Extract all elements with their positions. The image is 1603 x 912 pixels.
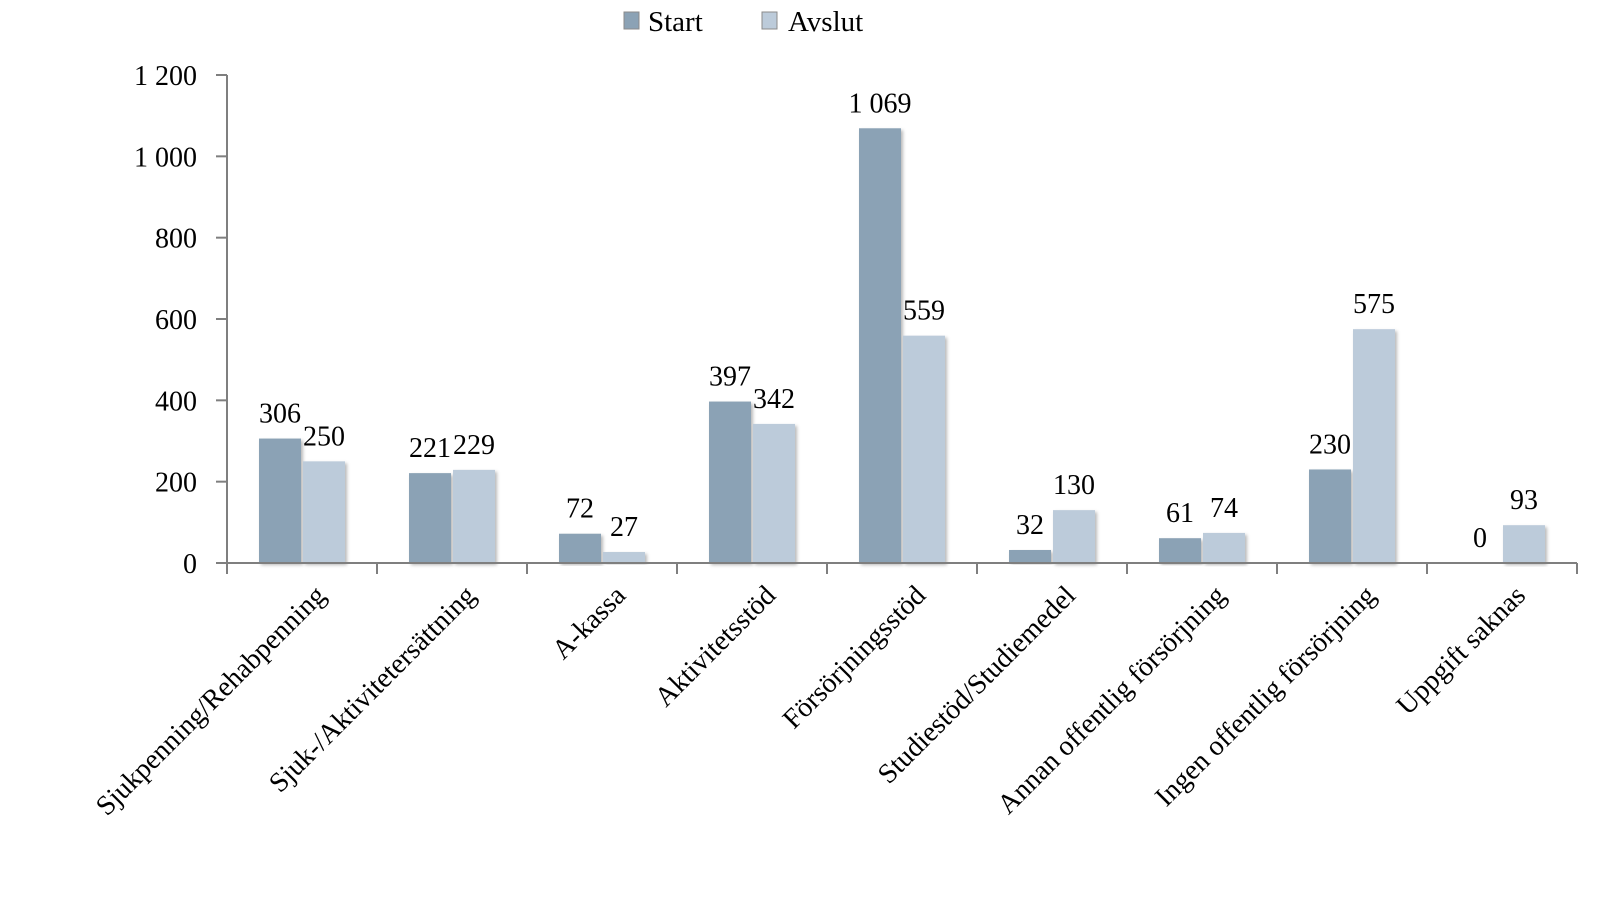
data-label-start: 397 <box>709 362 751 393</box>
data-label-avslut: 74 <box>1210 493 1238 524</box>
bar-start <box>859 128 901 564</box>
y-tick-label: 1 200 <box>134 61 197 92</box>
bar-start <box>559 533 601 563</box>
data-label-start: 72 <box>566 494 594 525</box>
x-category-label: Försörjningsstöd <box>777 580 932 735</box>
data-label-start: 0 <box>1473 523 1487 554</box>
y-tick-label: 200 <box>155 468 197 499</box>
legend-label-start: Start <box>648 6 703 38</box>
x-category-label: Aktivitetsstöd <box>649 580 782 713</box>
bar-avslut <box>753 423 795 563</box>
data-label-start: 306 <box>259 399 301 430</box>
data-label-avslut: 27 <box>610 512 638 543</box>
data-label-start: 221 <box>409 433 451 464</box>
legend: Start Avslut <box>623 6 863 38</box>
bar-start <box>409 473 451 563</box>
data-label-avslut: 575 <box>1353 289 1395 320</box>
bar-avslut <box>303 461 345 563</box>
bar-start <box>1159 538 1201 563</box>
data-label-start: 1 069 <box>849 88 912 119</box>
bar-start <box>259 438 301 563</box>
legend-swatch-start <box>623 11 640 30</box>
y-tick-label: 400 <box>155 386 197 417</box>
bar-avslut <box>1053 510 1095 563</box>
data-label-start: 32 <box>1016 510 1044 541</box>
bar-avslut <box>453 469 495 563</box>
legend-swatch-avslut <box>761 11 778 30</box>
bar-start <box>1009 549 1051 563</box>
bar-avslut <box>903 335 945 563</box>
bar-avslut <box>603 552 645 563</box>
bar-avslut <box>1503 525 1545 563</box>
y-tick-label: 600 <box>155 305 197 336</box>
data-label-avslut: 93 <box>1510 485 1538 516</box>
y-tick-label: 0 <box>183 549 197 580</box>
data-label-start: 230 <box>1309 429 1351 460</box>
data-label-avslut: 130 <box>1053 470 1095 501</box>
y-tick-label: 1 000 <box>134 142 197 173</box>
bar-avslut <box>1203 532 1245 563</box>
data-label-avslut: 250 <box>303 421 345 452</box>
data-label-avslut: 342 <box>753 384 795 415</box>
data-label-avslut: 559 <box>903 296 945 327</box>
y-tick-label: 800 <box>155 224 197 255</box>
x-category-label: A-kassa <box>546 580 632 666</box>
x-category-label: Uppgift saknas <box>1391 580 1532 721</box>
x-axis: Sjukpenning/RehabpenningSjuk-/Aktivitete… <box>90 562 1578 822</box>
data-label-start: 61 <box>1166 498 1194 529</box>
bar-start <box>709 401 751 563</box>
bar-avslut <box>1353 329 1395 563</box>
bars <box>259 128 1545 564</box>
data-labels: 306 221 72 397 1 069 32 61 230 0 250 229 27 342 559 13… <box>259 88 1538 554</box>
bar-start <box>1309 469 1351 563</box>
y-axis: 0 200 400 600 800 1 000 1 200 <box>134 61 228 580</box>
legend-label-avslut: Avslut <box>788 6 863 38</box>
data-label-avslut: 229 <box>453 430 495 461</box>
